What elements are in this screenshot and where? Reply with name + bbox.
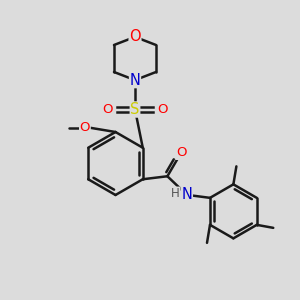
Text: H: H [171, 187, 180, 200]
Text: O: O [102, 103, 112, 116]
Text: O: O [176, 146, 187, 159]
Text: S: S [130, 102, 140, 117]
Text: N: N [182, 187, 192, 202]
Text: O: O [158, 103, 168, 116]
Text: O: O [80, 121, 90, 134]
Text: N: N [130, 73, 140, 88]
Text: O: O [129, 29, 141, 44]
